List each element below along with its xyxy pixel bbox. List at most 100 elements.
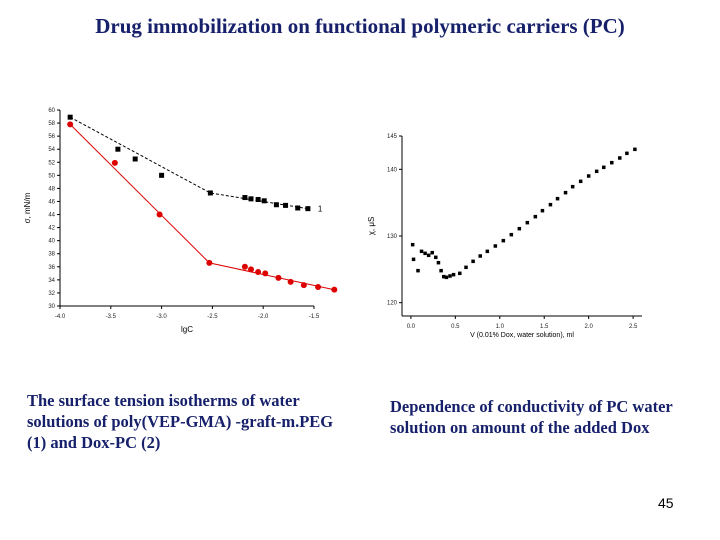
y-tick-label: 38	[48, 252, 55, 258]
series-1-point	[548, 202, 553, 207]
series-2-point	[111, 159, 118, 166]
y-tick-label: 30	[48, 304, 55, 310]
series-1-point	[410, 242, 415, 247]
series-1-point	[493, 244, 498, 248]
series-1-point	[570, 184, 575, 189]
series-1-point	[618, 156, 622, 160]
series-2-point	[241, 263, 248, 270]
series-1-point	[594, 169, 599, 174]
x-tick-label: -2.5	[207, 314, 218, 320]
series-2-point	[262, 270, 269, 277]
series-1-point	[430, 250, 434, 255]
series-2-point	[287, 278, 294, 285]
series-1-point	[426, 253, 431, 258]
series-1-point	[448, 274, 452, 278]
x-tick-label: 1.5	[540, 324, 549, 330]
series-1-point	[273, 202, 279, 208]
series-1-point	[416, 268, 420, 273]
x-tick-label: 0.5	[451, 324, 460, 330]
y-tick-label: 60	[48, 108, 55, 114]
series-2-point	[206, 259, 213, 266]
y-tick-label: 46	[48, 199, 55, 205]
series-1-point	[444, 275, 449, 280]
series-2-point	[275, 274, 282, 281]
series-1-point	[451, 272, 456, 277]
x-tick-label: -1.5	[309, 314, 320, 320]
series-1-point	[411, 257, 416, 262]
series-1-point	[67, 114, 73, 120]
series-1-point	[159, 172, 165, 178]
series-2-point	[315, 284, 322, 291]
series-1-point	[610, 160, 614, 165]
page-number: 45	[658, 495, 674, 511]
caption-conductivity: Dependence of conductivity of PC water s…	[390, 397, 673, 437]
series-1-point	[485, 249, 490, 254]
y-tick-label: 56	[48, 134, 55, 140]
series-2-point	[156, 211, 163, 218]
x-tick-label: 2.5	[629, 324, 638, 330]
y-tick-label: 50	[48, 173, 55, 179]
caption-surface-tension: The surface tension isotherms of water s…	[27, 391, 334, 452]
y-tick-label: 120	[387, 301, 398, 307]
x-tick-label: -2.0	[258, 314, 269, 320]
series-1-point	[295, 205, 301, 211]
series-1-point	[419, 249, 424, 254]
series-1-point	[525, 220, 530, 225]
series-1-point	[563, 190, 568, 195]
series-1-point	[471, 259, 475, 264]
series-1-point	[509, 232, 514, 237]
conductivity-chart: 0.0 0.5 1.0 1.5 2.0 2.5 120 130 140 145 V (0.01% D…	[367, 134, 642, 339]
series-1-point	[242, 195, 248, 201]
series-1-label: 1	[318, 205, 323, 214]
x-axis-label: lgC	[181, 325, 193, 334]
slide-title: Drug immobilization on functional polyme…	[95, 14, 625, 38]
series-1-point	[442, 274, 446, 279]
surface-tension-chart: -4.0 -3.5 -3.0 -2.5 -2.0 -1.5 30 32 34 36 38 40 42 44…	[23, 108, 338, 334]
y-tick-label: 40	[48, 239, 55, 245]
series-1-point	[625, 151, 629, 156]
series-2-fit-line	[69, 124, 335, 291]
series-2-point	[255, 269, 262, 276]
series-1-point	[478, 254, 482, 258]
x-tick-label: -4.0	[55, 314, 66, 320]
series-1-point	[255, 197, 261, 203]
series-1-point	[464, 265, 468, 270]
x-tick-label: 1.0	[496, 324, 505, 330]
series-1-point	[248, 196, 254, 202]
y-tick-label: 52	[48, 160, 55, 166]
series-1-point	[602, 165, 606, 170]
series-2-point	[331, 286, 338, 293]
y-tick-label: 32	[48, 291, 55, 297]
y-tick-label: 48	[48, 186, 55, 192]
series-1-point	[115, 146, 121, 152]
series-1-point	[436, 260, 441, 265]
series-1-point	[261, 198, 267, 204]
x-axis-label: V (0.01% Dox, water solution), ml	[470, 332, 574, 339]
series-1-point	[458, 271, 462, 276]
y-tick-label: 44	[48, 213, 55, 219]
series-1-point	[501, 238, 506, 243]
series-1-point	[207, 190, 213, 196]
y-axis-label: χ, μS	[367, 217, 376, 236]
series-1-point	[633, 147, 637, 152]
series-1-point	[533, 214, 538, 219]
y-tick-label: 36	[48, 265, 55, 271]
x-tick-label: -3.0	[156, 314, 167, 320]
x-tick-label: 0.0	[407, 324, 416, 330]
series-1-point	[586, 174, 591, 178]
y-tick-label: 58	[48, 121, 55, 127]
series-1-point	[555, 196, 560, 201]
series-1-point	[517, 226, 522, 231]
series-1-point	[132, 156, 138, 162]
series-1-point	[305, 206, 311, 212]
y-tick-label: 54	[48, 147, 55, 153]
y-axis-label: σ, mN/m	[23, 192, 32, 223]
plot-area: -4.0 -3.5 -3.0 -2.5 -2.0 -1.5 30 32 34 36 38 40 42 44…	[23, 108, 338, 334]
series-1-point	[434, 255, 438, 260]
series-1-point	[578, 179, 583, 184]
series-2-point	[67, 121, 74, 128]
x-tick-label: 2.0	[584, 324, 593, 330]
y-tick-label: 145	[387, 134, 398, 140]
series-1-point	[540, 208, 545, 213]
series-2-point	[248, 266, 255, 273]
